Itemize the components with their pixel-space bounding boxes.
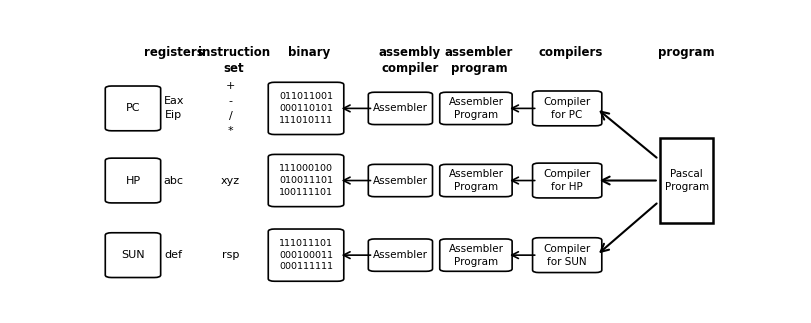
FancyBboxPatch shape (440, 92, 512, 125)
Text: 011011001
000110101
111010111: 011011001 000110101 111010111 (279, 92, 333, 125)
Text: Eax
Eip: Eax Eip (164, 96, 184, 120)
Text: SUN: SUN (121, 250, 144, 260)
Text: Compiler
for PC: Compiler for PC (543, 97, 590, 120)
FancyBboxPatch shape (368, 92, 432, 125)
Text: instruction
set: instruction set (197, 46, 269, 75)
Text: Assembler: Assembler (372, 250, 427, 260)
Text: 111011101
000100011
000111111: 111011101 000100011 000111111 (279, 239, 333, 271)
Text: compilers: compilers (538, 46, 602, 59)
FancyBboxPatch shape (440, 239, 512, 271)
Text: assembly
compiler: assembly compiler (378, 46, 440, 75)
FancyBboxPatch shape (268, 154, 343, 207)
FancyBboxPatch shape (368, 164, 432, 197)
Text: Compiler
for SUN: Compiler for SUN (543, 244, 590, 267)
Text: def: def (165, 250, 182, 260)
Text: Pascal
Program: Pascal Program (664, 169, 708, 192)
FancyBboxPatch shape (532, 91, 601, 126)
Text: +
-
/
*: + - / * (225, 81, 235, 136)
Text: 111000100
010011101
100111101: 111000100 010011101 100111101 (279, 164, 333, 197)
FancyBboxPatch shape (105, 86, 161, 131)
FancyBboxPatch shape (268, 82, 343, 134)
Text: Assembler
Program: Assembler Program (448, 169, 503, 192)
FancyBboxPatch shape (105, 233, 161, 277)
Text: assembler
program: assembler program (444, 46, 513, 75)
Text: Assembler
Program: Assembler Program (448, 97, 503, 120)
Text: PC: PC (126, 103, 140, 113)
Bar (659, 138, 713, 223)
Text: rsp: rsp (221, 250, 239, 260)
Text: xyz: xyz (221, 175, 240, 185)
FancyBboxPatch shape (368, 239, 432, 271)
Text: program: program (658, 46, 714, 59)
Text: Assembler: Assembler (372, 175, 427, 185)
Text: abc: abc (164, 175, 183, 185)
Text: binary: binary (288, 46, 330, 59)
FancyBboxPatch shape (532, 238, 601, 273)
Text: registers: registers (144, 46, 204, 59)
FancyBboxPatch shape (532, 163, 601, 198)
Text: Assembler: Assembler (372, 103, 427, 113)
FancyBboxPatch shape (440, 164, 512, 197)
FancyBboxPatch shape (268, 229, 343, 281)
Text: Compiler
for HP: Compiler for HP (543, 169, 590, 192)
Text: HP: HP (125, 175, 140, 185)
Text: Assembler
Program: Assembler Program (448, 244, 503, 267)
FancyBboxPatch shape (105, 158, 161, 203)
